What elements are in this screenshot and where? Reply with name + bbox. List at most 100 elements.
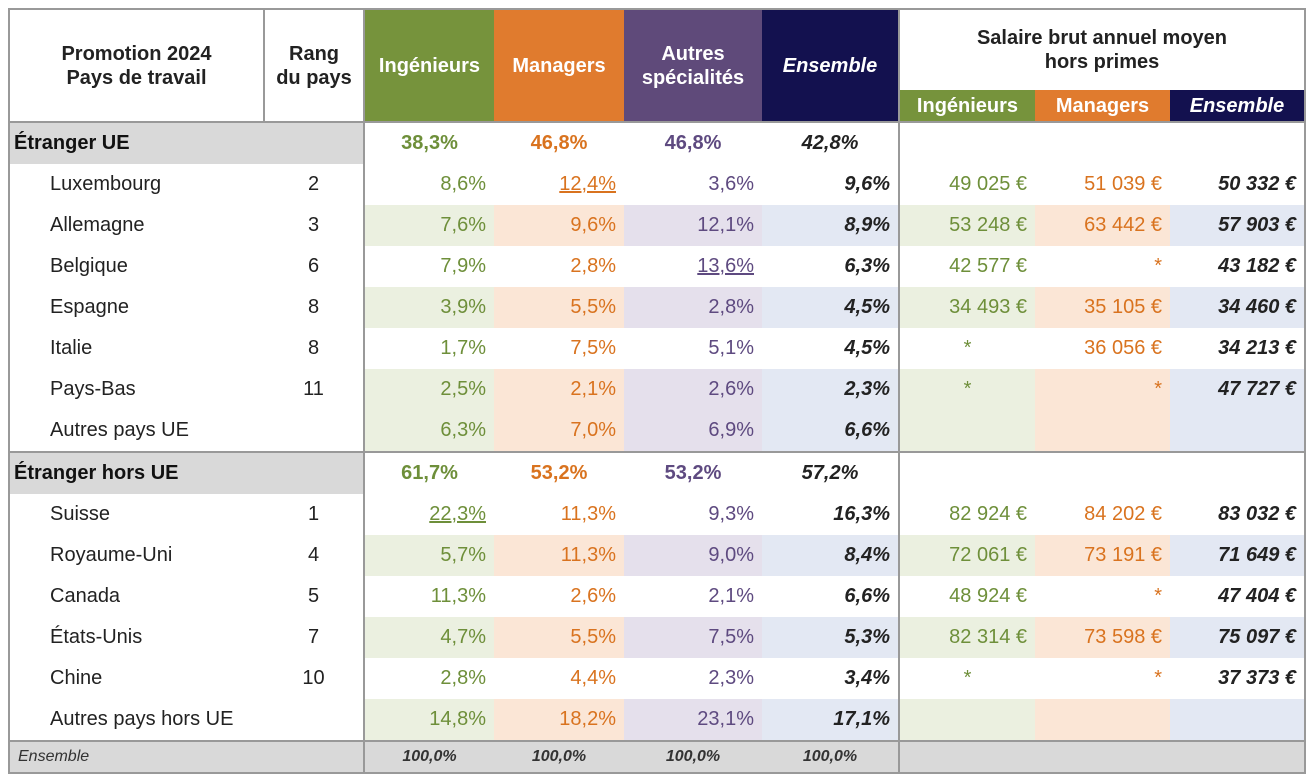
country-name: Belgique [50, 255, 128, 277]
salary-ensemble: 57 903 € [1170, 205, 1305, 246]
country-name: Allemagne [50, 214, 145, 236]
salary-managers: 73 598 € [1035, 617, 1170, 658]
country-rank [264, 410, 365, 452]
country-rank: 2 [264, 164, 365, 205]
group-row: Étranger UE 38,3% 46,8% 46,8% 42,8% [9, 121, 1305, 164]
pct-managers: 5,5% [494, 287, 624, 328]
salary-managers [1035, 410, 1170, 452]
salary-ingenieurs: 48 924 € [949, 585, 1027, 607]
salary-managers: 35 105 € [1035, 287, 1170, 328]
header-salary-line1: Salaire brut annuel moyen [976, 27, 1228, 49]
pct-managers: 7,0% [494, 410, 624, 452]
pct-ingenieurs: 14,8% [364, 699, 494, 741]
pct-managers: 11,3% [560, 503, 616, 525]
country-rank: 8 [264, 328, 365, 369]
pct-managers: 12,4% [559, 173, 616, 195]
group-row: Étranger hors UE 61,7% 53,2% 53,2% 57,2% [9, 451, 1305, 494]
pct-ensemble: 4,5% [762, 328, 900, 369]
pct-ensemble: 4,5% [762, 287, 900, 328]
salary-ingenieurs: 53 248 € [899, 205, 1035, 246]
pct-ensemble: 6,3% [762, 246, 900, 287]
pct-ingenieurs: 7,6% [364, 205, 494, 246]
table-row: Allemagne 3 7,6% 9,6% 12,1% 8,9% 53 248 €63 44… [9, 205, 1305, 246]
pct-autres: 2,1% [708, 585, 754, 607]
table-row: Luxembourg 2 8,6% 12,4% 3,6% 9,6% 49 025 € 51 0… [9, 164, 1305, 205]
header-salary-managers: Managers [1035, 90, 1170, 122]
group-ingenieurs: 61,7% [364, 451, 494, 494]
group-managers: 46,8% [494, 121, 624, 164]
pct-ingenieurs: 22,3% [429, 503, 486, 525]
group-salary-ensemble [1170, 451, 1305, 494]
header-autres-line1: Autres [661, 42, 725, 65]
country-rank: 10 [264, 658, 365, 699]
salary-managers: * [1035, 369, 1170, 410]
salary-managers: 36 056 € [1084, 337, 1162, 359]
pct-autres: 9,3% [708, 503, 754, 525]
header-salary-title: Salaire brut annuel moyen hors primes [899, 9, 1305, 90]
header-rank-line2: du pays [276, 66, 352, 89]
pct-ensemble: 8,9% [762, 205, 900, 246]
pct-autres: 12,1% [624, 205, 762, 246]
header-autres: Autres spécialités [624, 9, 762, 122]
salary-ingenieurs: * [963, 667, 972, 689]
total-ingenieurs: 100,0% [364, 740, 494, 773]
pct-ingenieurs: 2,5% [364, 369, 494, 410]
country-name: Royaume-Uni [50, 544, 173, 566]
total-salary-ensemble [1170, 740, 1305, 773]
table-row: États-Unis 7 4,7% 5,5% 7,5% 5,3% 82 314 €73 59… [9, 617, 1305, 658]
table-row: Autres pays UE 6,3% 7,0% 6,9% 6,6% [9, 410, 1305, 452]
pct-ingenieurs: 7,9% [440, 255, 486, 277]
pct-ingenieurs: 3,9% [364, 287, 494, 328]
pct-autres: 13,6% [697, 255, 754, 277]
header-promotion: Promotion 2024 Pays de travail [9, 9, 265, 122]
country-name: Autres pays hors UE [50, 708, 234, 730]
pct-managers: 9,6% [494, 205, 624, 246]
country-name: Italie [50, 337, 93, 359]
group-ingenieurs: 38,3% [364, 121, 494, 164]
group-ensemble: 42,8% [762, 121, 900, 164]
table-row: Pays-Bas 11 2,5% 2,1% 2,6% 2,3% * * 47 727 € [9, 369, 1305, 410]
salary-ensemble [1170, 699, 1305, 741]
salary-ensemble: 34 213 € [1218, 337, 1296, 359]
pct-ensemble: 9,6% [762, 164, 900, 205]
country-name: Chine [50, 667, 103, 689]
salary-ingenieurs: 34 493 € [899, 287, 1035, 328]
group-rank [264, 451, 365, 494]
salary-managers: * [1154, 667, 1162, 689]
country-name: États-Unis [50, 626, 143, 648]
salary-ensemble: 43 182 € [1218, 255, 1296, 277]
pct-managers: 7,5% [570, 337, 616, 359]
header-salary-line2: hors primes [1044, 51, 1160, 73]
country-rank: 4 [264, 535, 365, 576]
pct-autres: 5,1% [708, 337, 754, 359]
salary-ensemble: 75 097 € [1170, 617, 1305, 658]
pct-autres: 2,6% [624, 369, 762, 410]
country-rank: 3 [264, 205, 365, 246]
group-autres: 46,8% [624, 121, 762, 164]
country-name: Suisse [50, 503, 111, 525]
country-rank: 6 [264, 246, 365, 287]
header-rank-line1: Rang [289, 42, 339, 65]
country-rank: 8 [264, 287, 365, 328]
total-row: Ensemble 100,0% 100,0% 100,0% 100,0% [9, 740, 1305, 773]
pct-ensemble: 5,3% [762, 617, 900, 658]
pct-autres: 2,8% [624, 287, 762, 328]
country-rank: 5 [264, 576, 365, 617]
salary-ensemble: 47 727 € [1170, 369, 1305, 410]
country-rank: 11 [264, 369, 365, 410]
total-managers: 100,0% [494, 740, 624, 773]
header-autres-line2: spécialités [641, 66, 745, 89]
salary-ensemble: 34 460 € [1170, 287, 1305, 328]
country-salary-table: Promotion 2024 Pays de travail Rang du pay… [8, 8, 1306, 774]
header-salary-ingenieurs: Ingénieurs [899, 90, 1035, 122]
group-label: Étranger UE [9, 121, 264, 164]
country-rank: 7 [264, 617, 365, 658]
header-ingenieurs: Ingénieurs [364, 9, 494, 122]
pct-autres: 9,0% [624, 535, 762, 576]
table-row: Canada 5 11,3% 2,6% 2,1% 6,6% 48 924 € * 47 404 … [9, 576, 1305, 617]
salary-ensemble: 50 332 € [1218, 173, 1296, 195]
header-promotion-line1: Promotion 2024 [61, 42, 212, 65]
salary-ingenieurs: 82 314 € [899, 617, 1035, 658]
pct-managers: 11,3% [494, 535, 624, 576]
pct-autres: 23,1% [624, 699, 762, 741]
